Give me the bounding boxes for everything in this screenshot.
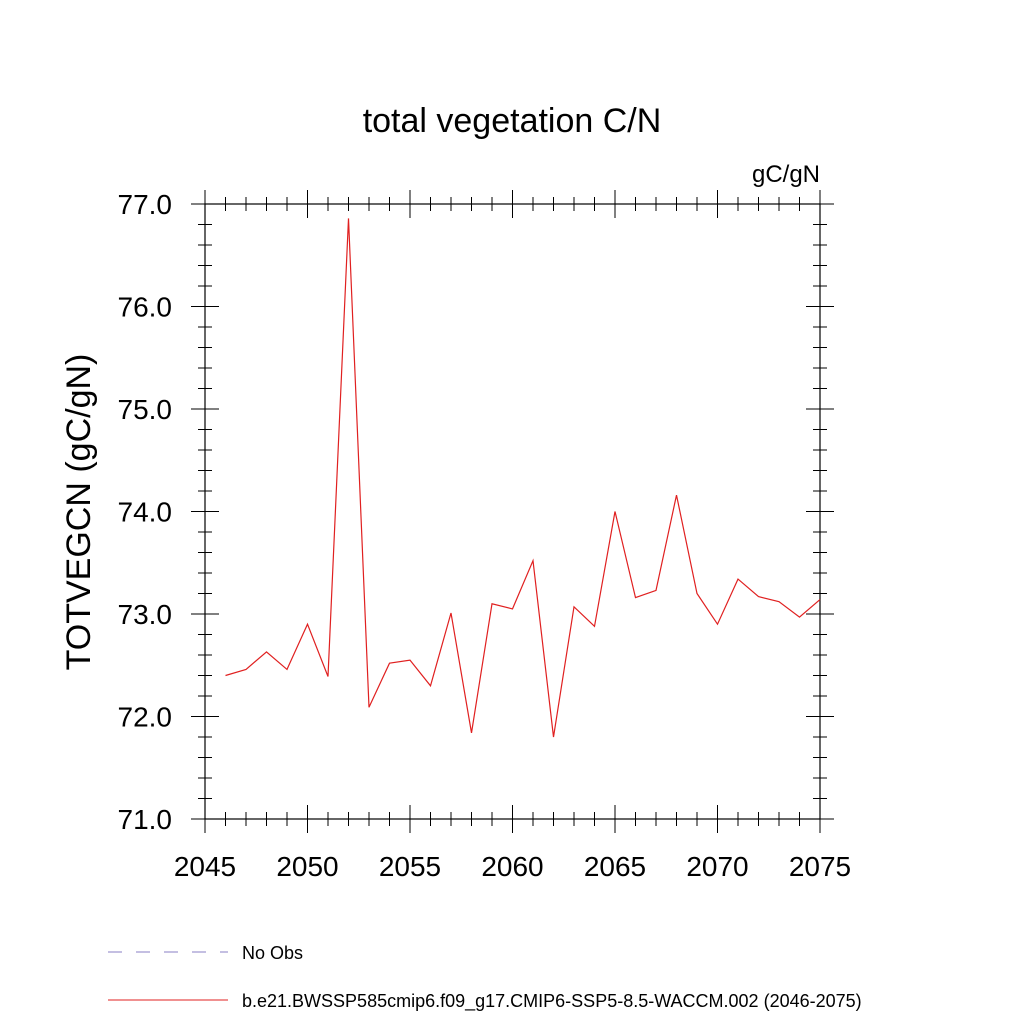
y-tick-label: 77.0 <box>118 189 173 220</box>
series-line <box>225 218 821 738</box>
x-tick-label: 2055 <box>379 851 441 882</box>
plot-frame <box>204 203 821 820</box>
y-tick-label: 72.0 <box>118 702 173 733</box>
x-tick-label: 2045 <box>174 851 236 882</box>
units-label: gC/gN <box>752 161 820 188</box>
y-tick-label: 71.0 <box>118 804 173 835</box>
x-tick-label: 2060 <box>481 851 543 882</box>
y-tick-label: 73.0 <box>118 599 173 630</box>
tick-labels: 2045 2050 2055 2060 2065 2070 2075 71.0 72.0 73.0… <box>118 189 852 882</box>
legend-label: No Obs <box>242 943 303 963</box>
axis-ticks <box>191 190 834 833</box>
y-tick-label: 76.0 <box>118 292 173 323</box>
x-tick-label: 2065 <box>584 851 646 882</box>
y-tick-label: 75.0 <box>118 394 173 425</box>
y-tick-label: 74.0 <box>118 497 173 528</box>
legend: No Obs b.e21.BWSSP585cmip6.f09_g17.CMIP6-… <box>108 943 862 1012</box>
chart-title: total vegetation C/N <box>363 102 662 140</box>
legend-label: b.e21.BWSSP585cmip6.f09_g17.CMIP6-SSP5-8… <box>242 991 862 1012</box>
y-axis-label: TOTVEGCN (gC/gN) <box>60 354 98 671</box>
x-tick-label: 2075 <box>789 851 851 882</box>
x-tick-label: 2070 <box>686 851 748 882</box>
series-layer <box>225 218 821 738</box>
x-tick-label: 2050 <box>276 851 338 882</box>
